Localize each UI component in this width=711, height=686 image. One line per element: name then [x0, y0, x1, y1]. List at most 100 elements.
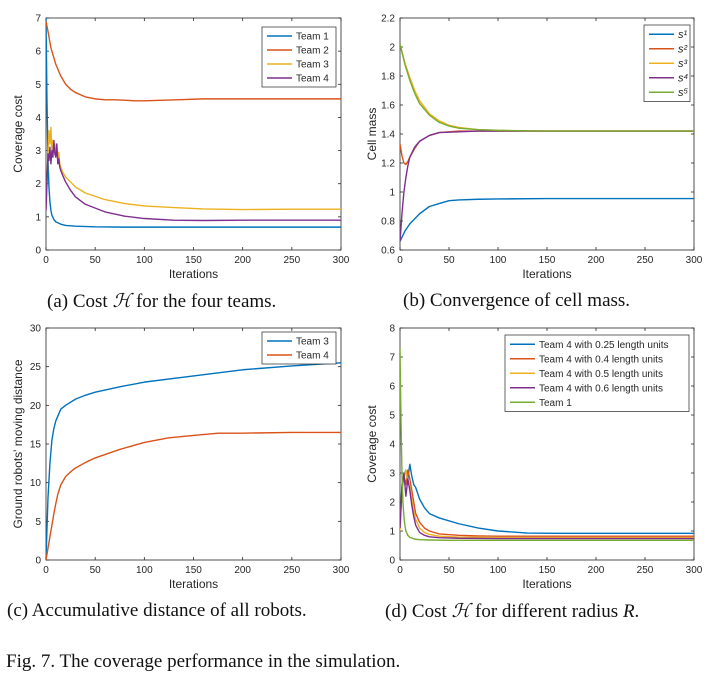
x-tick-label-b-0: 0 — [397, 255, 403, 266]
legend-label-c-1: Team 4 — [296, 351, 329, 362]
legend-label-d-3: Team 4 with 0.6 length units — [539, 383, 663, 394]
series-line-b-4 — [400, 43, 694, 132]
legend-label-d-4: Team 1 — [539, 398, 572, 409]
y-tick-label-b-8: 2.2 — [381, 14, 395, 25]
x-tick-label-d-2: 100 — [490, 565, 507, 576]
chart-d: 0 50 100 150 200 250 300 0 1 2 3 4 5 6 7 8 Iterations Cov… — [365, 324, 703, 592]
y-tick-label-b-6: 1.8 — [381, 72, 395, 83]
caption-a-symbol: ℋ — [112, 291, 132, 312]
caption-a: (a) Cost ℋ for the four teams. — [47, 290, 276, 313]
caption-d-pre: (d) Cost — [385, 601, 452, 622]
y-tick-label-b-2: 1 — [389, 188, 395, 199]
y-tick-label-b-4: 1.4 — [381, 130, 395, 141]
x-tick-label-d-5: 250 — [637, 565, 654, 576]
series-line-a-1 — [46, 21, 341, 102]
x-tick-label-a-4: 200 — [234, 255, 251, 266]
x-tick-label-a-6: 300 — [333, 255, 350, 266]
series-line-c-0 — [46, 362, 341, 560]
caption-d-symbol: ℋ — [451, 601, 471, 622]
x-tick-label-c-5: 250 — [283, 565, 300, 576]
y-tick-label-d-6: 6 — [389, 382, 395, 393]
legend-label-a-0: Team 1 — [296, 32, 329, 43]
legend-label-c-0: Team 3 — [296, 337, 329, 348]
caption-a-pre: (a) Cost — [47, 291, 113, 312]
y-tick-label-d-0: 0 — [389, 556, 395, 567]
legend-label-d-0: Team 4 with 0.25 length units — [539, 340, 669, 351]
caption-c-text: (c) Accumulative distance of all robots. — [7, 600, 307, 621]
y-tick-label-a-5: 5 — [35, 80, 41, 91]
y-tick-label-c-1: 5 — [35, 517, 41, 528]
panel-d: 0 50 100 150 200 250 300 0 1 2 3 4 5 6 7 8 Iterations Cov… — [355, 318, 711, 648]
x-tick-label-a-3: 150 — [185, 255, 202, 266]
chart-c: 0 50 100 150 200 250 300 0 5 10 15 20 25 30 Iterations… — [11, 324, 350, 592]
chart-b: 0 50 100 150 200 250 300 0.6 0.8 1 1.2 1.4 1.6 1.8 2 2.… — [365, 14, 703, 282]
legend-label-a-2: Team 3 — [296, 60, 329, 71]
x-tick-label-a-1: 50 — [90, 255, 102, 266]
figure-caption: Fig. 7. The coverage performance in the … — [6, 651, 401, 672]
panel-c: 0 50 100 150 200 250 300 0 5 10 15 20 25 30 Iterations… — [0, 318, 355, 648]
x-tick-label-a-5: 250 — [283, 255, 300, 266]
legend-label-b-1: s² — [678, 43, 688, 55]
y-tick-label-b-7: 2 — [389, 43, 395, 54]
panel-b: 0 50 100 150 200 250 300 0.6 0.8 1 1.2 1.4 1.6 1.8 2 2.… — [355, 0, 711, 320]
caption-d-variable: R — [622, 601, 635, 622]
series-line-d-2 — [400, 469, 694, 539]
legend-label-a-1: Team 2 — [296, 46, 329, 57]
series-line-d-1 — [400, 469, 694, 537]
caption-b-text: (b) Convergence of cell mass. — [403, 290, 631, 311]
y-tick-label-a-1: 1 — [35, 212, 41, 223]
series-line-b-0 — [400, 197, 694, 242]
y-axis-label-d: Coverage cost — [365, 405, 379, 483]
y-tick-label-a-6: 6 — [35, 47, 41, 58]
y-tick-label-a-3: 3 — [35, 146, 41, 157]
y-axis-label-a: Coverage cost — [11, 95, 25, 173]
legend-label-b-0: s¹ — [678, 29, 688, 41]
y-tick-label-d-2: 2 — [389, 498, 395, 509]
x-tick-label-c-1: 50 — [90, 565, 102, 576]
y-tick-label-d-1: 1 — [389, 527, 395, 538]
y-tick-label-b-0: 0.6 — [381, 246, 395, 257]
legend-label-d-2: Team 4 with 0.5 length units — [539, 369, 663, 380]
y-tick-label-d-5: 5 — [389, 411, 395, 422]
legend-label-b-2: s³ — [678, 58, 688, 70]
y-tick-label-d-7: 7 — [389, 353, 395, 364]
series-line-a-0 — [46, 18, 341, 228]
x-tick-label-c-0: 0 — [43, 565, 49, 576]
x-tick-label-b-1: 50 — [443, 255, 455, 266]
y-tick-label-c-6: 30 — [30, 324, 42, 335]
x-tick-label-d-0: 0 — [397, 565, 403, 576]
x-tick-label-d-3: 150 — [539, 565, 556, 576]
x-tick-label-b-6: 300 — [686, 255, 703, 266]
y-tick-label-b-5: 1.6 — [381, 101, 395, 112]
x-tick-label-a-0: 0 — [43, 255, 49, 266]
x-tick-label-b-3: 150 — [539, 255, 556, 266]
y-tick-label-c-3: 15 — [30, 440, 42, 451]
y-tick-label-a-0: 0 — [35, 246, 41, 257]
x-tick-label-b-5: 250 — [637, 255, 654, 266]
y-tick-label-c-4: 20 — [30, 401, 42, 412]
caption-a-post: for the four teams. — [131, 291, 277, 312]
caption-b: (b) Convergence of cell mass. — [403, 290, 630, 312]
x-axis-label-a: Iterations — [169, 267, 218, 281]
y-tick-label-d-8: 8 — [389, 324, 395, 335]
x-tick-label-d-1: 50 — [443, 565, 455, 576]
x-tick-label-c-6: 300 — [333, 565, 350, 576]
x-axis-label-d: Iterations — [522, 577, 571, 591]
legend-a — [261, 26, 337, 88]
x-axis-label-b: Iterations — [522, 267, 571, 281]
panel-a: 0 50 100 150 200 250 300 0 1 2 3 4 5 6 7 Iterations Cove… — [0, 0, 355, 320]
y-axis-label-b: Cell mass — [365, 108, 379, 161]
x-tick-label-d-6: 300 — [686, 565, 703, 576]
legend-label-d-1: Team 4 with 0.4 length units — [539, 354, 663, 365]
legend-label-b-3: s⁴ — [678, 72, 689, 84]
y-tick-label-c-2: 10 — [30, 478, 42, 489]
series-line-a-3 — [46, 139, 341, 222]
x-axis-label-c: Iterations — [169, 577, 218, 591]
x-tick-label-c-4: 200 — [234, 565, 251, 576]
legend-label-b-4: s⁵ — [678, 87, 689, 99]
y-axis-label-c: Ground robots' moving distance — [11, 359, 25, 528]
series-line-d-4 — [400, 348, 694, 541]
y-tick-label-b-3: 1.2 — [381, 159, 395, 170]
caption-c: (c) Accumulative distance of all robots. — [7, 600, 307, 622]
x-tick-label-c-3: 150 — [185, 565, 202, 576]
